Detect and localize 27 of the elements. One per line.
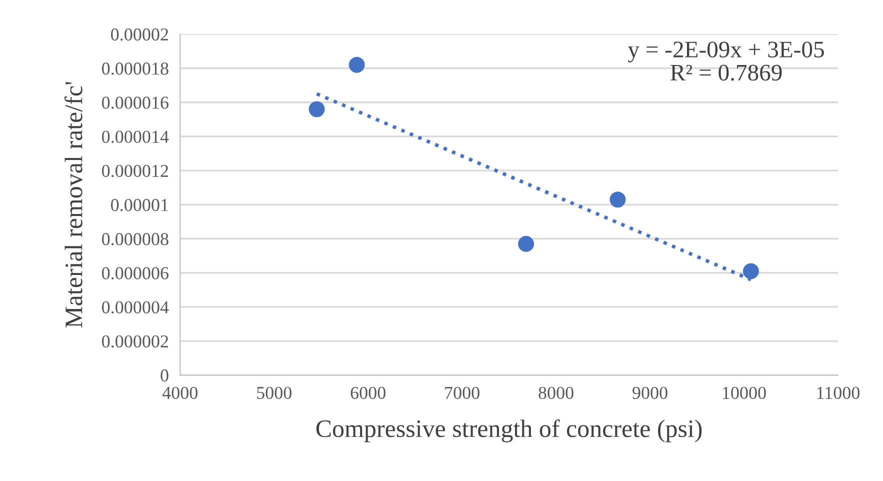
point (348, 56, 365, 73)
y-tick-label: 0.00001 (111, 198, 168, 212)
x-axis-title: Compressive strength of concrete (psi) (316, 419, 702, 442)
y-tick-label: 0.000002 (102, 335, 168, 348)
y-tick-label: 0.000014 (102, 130, 169, 143)
y-tick-label: 0.00002 (111, 28, 168, 41)
point (610, 192, 626, 208)
x-tick-label: 4000 (162, 386, 198, 399)
y-tick-label: 0.000018 (102, 62, 168, 75)
y-tick-label: 0.000004 (102, 301, 169, 314)
y-tick-label: 0.000006 (102, 267, 168, 280)
annotation: y = -2E-09x + 3E-05 R² = 0.7869 (628, 42, 824, 81)
x-tick-label: 6000 (350, 386, 386, 399)
x-tick-label: 11000 (817, 386, 860, 399)
x-tick-label: 9000 (632, 386, 668, 399)
x-tick-label: 8000 (538, 386, 574, 399)
x-tick-label: 10000 (723, 386, 766, 399)
point (308, 101, 325, 118)
y-tick-label: 0.000016 (102, 96, 168, 109)
point (518, 236, 534, 252)
y-tick-label: 0.000012 (102, 164, 168, 178)
y-tick-label: 0.000008 (102, 233, 168, 246)
x-tick-label: 7000 (445, 386, 480, 399)
y-tick-label: 0 (160, 369, 168, 382)
point (742, 263, 759, 280)
x-tick-label: 5000 (257, 386, 292, 399)
y-axis-title: Material removal rate/fc' (64, 82, 82, 328)
